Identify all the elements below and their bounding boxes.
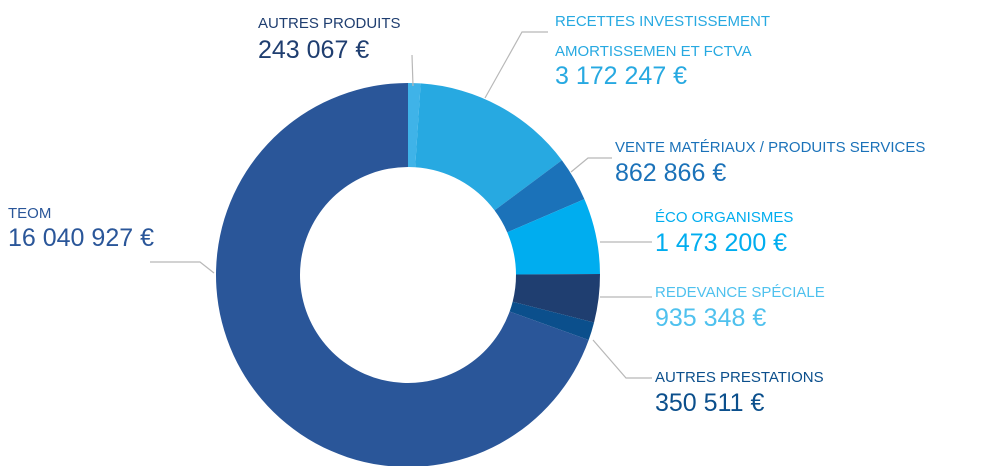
donut-slice <box>415 83 562 211</box>
category-label: AUTRES PRODUITS <box>258 15 401 32</box>
donut-slice <box>216 83 589 466</box>
leader-line <box>570 157 612 173</box>
category-label: TEOM <box>8 205 51 222</box>
leader-line <box>484 31 548 99</box>
donut-slice <box>509 301 595 340</box>
donut-slice <box>512 274 601 323</box>
donut-slice <box>494 160 585 233</box>
category-label: RECETTES INVESTISSEMENT <box>555 13 770 30</box>
category-label: VENTE MATÉRIAUX / PRODUITS SERVICES <box>615 139 925 156</box>
donut-slice <box>408 83 421 168</box>
category-label: AMORTISSEMEN ET FCTVA <box>555 43 752 60</box>
value-label: 862 866 € <box>615 159 726 187</box>
category-label: AUTRES PRESTATIONS <box>655 369 824 386</box>
donut-slice <box>507 199 600 275</box>
value-label: 16 040 927 € <box>8 224 154 252</box>
value-label: 243 067 € <box>258 36 369 64</box>
leader-line <box>150 261 215 274</box>
value-label: 935 348 € <box>655 304 766 332</box>
category-label: REDEVANCE SPÉCIALE <box>655 284 825 301</box>
leader-line <box>592 339 652 379</box>
value-label: 350 511 € <box>655 389 764 417</box>
value-label: 3 172 247 € <box>555 62 687 90</box>
category-label: ÉCO ORGANISMES <box>655 209 793 226</box>
value-label: 1 473 200 € <box>655 229 787 257</box>
leader-line <box>411 54 414 87</box>
